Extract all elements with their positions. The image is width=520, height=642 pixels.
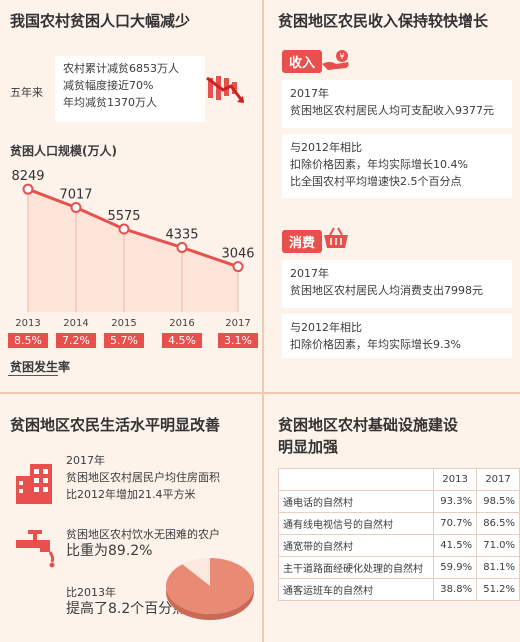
water-share-pie bbox=[166, 558, 255, 620]
rate-label: 8.5% bbox=[8, 333, 48, 348]
shopping-basket-icon bbox=[324, 227, 348, 248]
reduction-line-1: 农村累计减贫6853万人 bbox=[63, 62, 179, 75]
consume-year: 2017年 bbox=[290, 267, 329, 280]
water-desc: 贫困地区农村饮水无困难的农户 bbox=[66, 528, 220, 541]
year-label: 2013 bbox=[15, 318, 41, 329]
table-row: 主干道路面经硬化处理的自然村 59.9% 81.1% bbox=[277, 556, 520, 579]
table-cell-value: 41.5% bbox=[433, 534, 478, 557]
data-label: 3046 bbox=[221, 247, 254, 262]
water-text: 贫困地区农村饮水无困难的农户 比重为89.2% bbox=[66, 526, 220, 560]
data-point bbox=[232, 261, 244, 273]
money-hand-icon: ¥ bbox=[322, 50, 349, 70]
vertical-divider bbox=[262, 0, 264, 642]
house-increase: 比2012年增加21.4平方米 bbox=[66, 488, 196, 501]
infra-title-line-2: 明显加强 bbox=[278, 438, 339, 456]
table-header-blank bbox=[277, 468, 435, 491]
data-label: 8249 bbox=[11, 169, 44, 184]
rate-axis-title: 贫困发生率 bbox=[10, 360, 71, 374]
year-label: 2015 bbox=[111, 318, 137, 329]
table-cell-value: 86.5% bbox=[476, 512, 520, 535]
income-box-2: 与2012年相比 扣除价格因素，年均实际增长10.4% 比全国农村平均增速快2.… bbox=[282, 134, 512, 198]
table-row: 通有线电视信号的自然村 70.7% 86.5% bbox=[277, 512, 520, 535]
consume-value: 贫困地区农村居民人均消费支出7998元 bbox=[290, 284, 483, 297]
house-desc: 贫困地区农村居民户均住房面积 bbox=[66, 471, 220, 484]
water-compare-base: 比2013年 bbox=[66, 586, 116, 599]
income-year: 2017年 bbox=[290, 87, 329, 100]
water-tap-icon bbox=[16, 530, 55, 568]
rate-label: 5.7% bbox=[104, 333, 144, 348]
year-label: 2017 bbox=[225, 318, 251, 329]
consume-tag: 消费 bbox=[282, 230, 323, 253]
decline-chart-icon bbox=[206, 76, 245, 103]
population-line-chart: 8249 7017 5575 4335 3046 bbox=[11, 169, 255, 312]
water-share: 比重为89.2% bbox=[66, 543, 153, 559]
table-row: 通客运班车的自然村 38.8% 51.2% bbox=[277, 578, 520, 601]
left-top-title: 我国农村贫困人口大幅减少 bbox=[10, 12, 191, 30]
table-header-2017: 2017 bbox=[476, 468, 520, 491]
table-cell-label: 通客运班车的自然村 bbox=[277, 578, 435, 601]
table-header-2013: 2013 bbox=[433, 468, 478, 491]
table-cell-value: 70.7% bbox=[433, 512, 478, 535]
reduction-line-2: 减贫幅度接近70% bbox=[63, 79, 154, 92]
year-label: 2014 bbox=[63, 318, 89, 329]
income-box-1: 2017年 贫困地区农村居民人均可支配收入9377元 bbox=[282, 80, 512, 128]
rate-label: 3.1% bbox=[218, 333, 258, 348]
consume-box-1: 2017年 贫困地区农村居民人均消费支出7998元 bbox=[282, 260, 512, 308]
table-cell-label: 通宽带的自然村 bbox=[277, 534, 435, 557]
infra-table: 2013 2017 通电话的自然村 93.3% 98.5% 通有线电视信号的自然村 70… bbox=[277, 468, 520, 601]
line-area-fill bbox=[28, 189, 238, 312]
table-cell-value: 51.2% bbox=[476, 578, 520, 601]
horizontal-divider bbox=[0, 392, 520, 394]
consume-compare: 与2012年相比 bbox=[290, 321, 362, 334]
data-point bbox=[176, 241, 188, 253]
svg-text:¥: ¥ bbox=[339, 52, 344, 61]
data-label: 4335 bbox=[165, 227, 198, 242]
data-label: 7017 bbox=[59, 188, 92, 203]
rate-label: 7.2% bbox=[56, 333, 96, 348]
reduction-box: 农村累计减贫6853万人 减贫幅度接近70% 年均减贫1370万人 bbox=[55, 56, 205, 122]
infra-title-line-1: 贫困地区农村基础设施建设 bbox=[278, 416, 459, 434]
year-label: 2016 bbox=[169, 318, 195, 329]
house-text: 2017年 贫困地区农村居民户均住房面积 比2012年增加21.4平方米 bbox=[66, 452, 220, 503]
table-row: 通宽带的自然村 41.5% 71.0% bbox=[277, 534, 520, 557]
five-years-label: 五年来 bbox=[10, 86, 43, 99]
income-faster: 比全国农村平均增速快2.5个百分点 bbox=[290, 175, 462, 188]
water-compare-increase: 提高了8.2个百分点 bbox=[66, 601, 187, 617]
income-compare: 与2012年相比 bbox=[290, 141, 362, 154]
table-cell-label: 通有线电视信号的自然村 bbox=[277, 512, 435, 535]
infra-table-wrap: 2013 2017 通电话的自然村 93.3% 98.5% 通有线电视信号的自然村 70… bbox=[277, 468, 520, 601]
rate-label: 4.5% bbox=[162, 333, 202, 348]
right-bottom-title: 贫困地区农村基础设施建设 明显加强 bbox=[278, 414, 458, 458]
consume-box-2: 与2012年相比 扣除价格因素，年均实际增长9.3% bbox=[282, 314, 512, 358]
table-row: 通电话的自然村 93.3% 98.5% bbox=[277, 490, 520, 513]
chart-title: 贫困人口规模(万人) bbox=[10, 144, 117, 158]
reduction-line-3: 年均减贫1370万人 bbox=[63, 96, 157, 109]
data-point bbox=[70, 202, 82, 214]
building-icon bbox=[16, 464, 52, 504]
table-header-row: 2013 2017 bbox=[277, 468, 520, 491]
water-compare: 比2013年 提高了8.2个百分点 bbox=[66, 584, 186, 618]
table-cell-value: 38.8% bbox=[433, 578, 478, 601]
right-top-title: 贫困地区农民收入保持较快增长 bbox=[278, 12, 489, 30]
income-value: 贫困地区农村居民人均可支配收入9377元 bbox=[290, 104, 494, 117]
consume-growth: 扣除价格因素，年均实际增长9.3% bbox=[290, 338, 461, 351]
income-tag: 收入 bbox=[282, 50, 323, 73]
rate-title-underline bbox=[8, 375, 58, 376]
table-cell-value: 71.0% bbox=[476, 534, 520, 557]
data-point bbox=[22, 183, 34, 195]
table-cell-value: 98.5% bbox=[476, 490, 520, 513]
table-cell-label: 通电话的自然村 bbox=[277, 490, 435, 513]
pie-slice-share bbox=[166, 558, 255, 614]
table-cell-value: 59.9% bbox=[433, 556, 478, 579]
left-bottom-title: 贫困地区农民生活水平明显改善 bbox=[10, 416, 221, 434]
data-point bbox=[118, 223, 130, 235]
income-growth: 扣除价格因素，年均实际增长10.4% bbox=[290, 158, 468, 171]
house-year: 2017年 bbox=[66, 454, 105, 467]
data-label: 5575 bbox=[107, 209, 140, 224]
table-cell-value: 81.1% bbox=[476, 556, 520, 579]
table-cell-value: 93.3% bbox=[433, 490, 478, 513]
table-cell-label: 主干道路面经硬化处理的自然村 bbox=[277, 556, 435, 579]
